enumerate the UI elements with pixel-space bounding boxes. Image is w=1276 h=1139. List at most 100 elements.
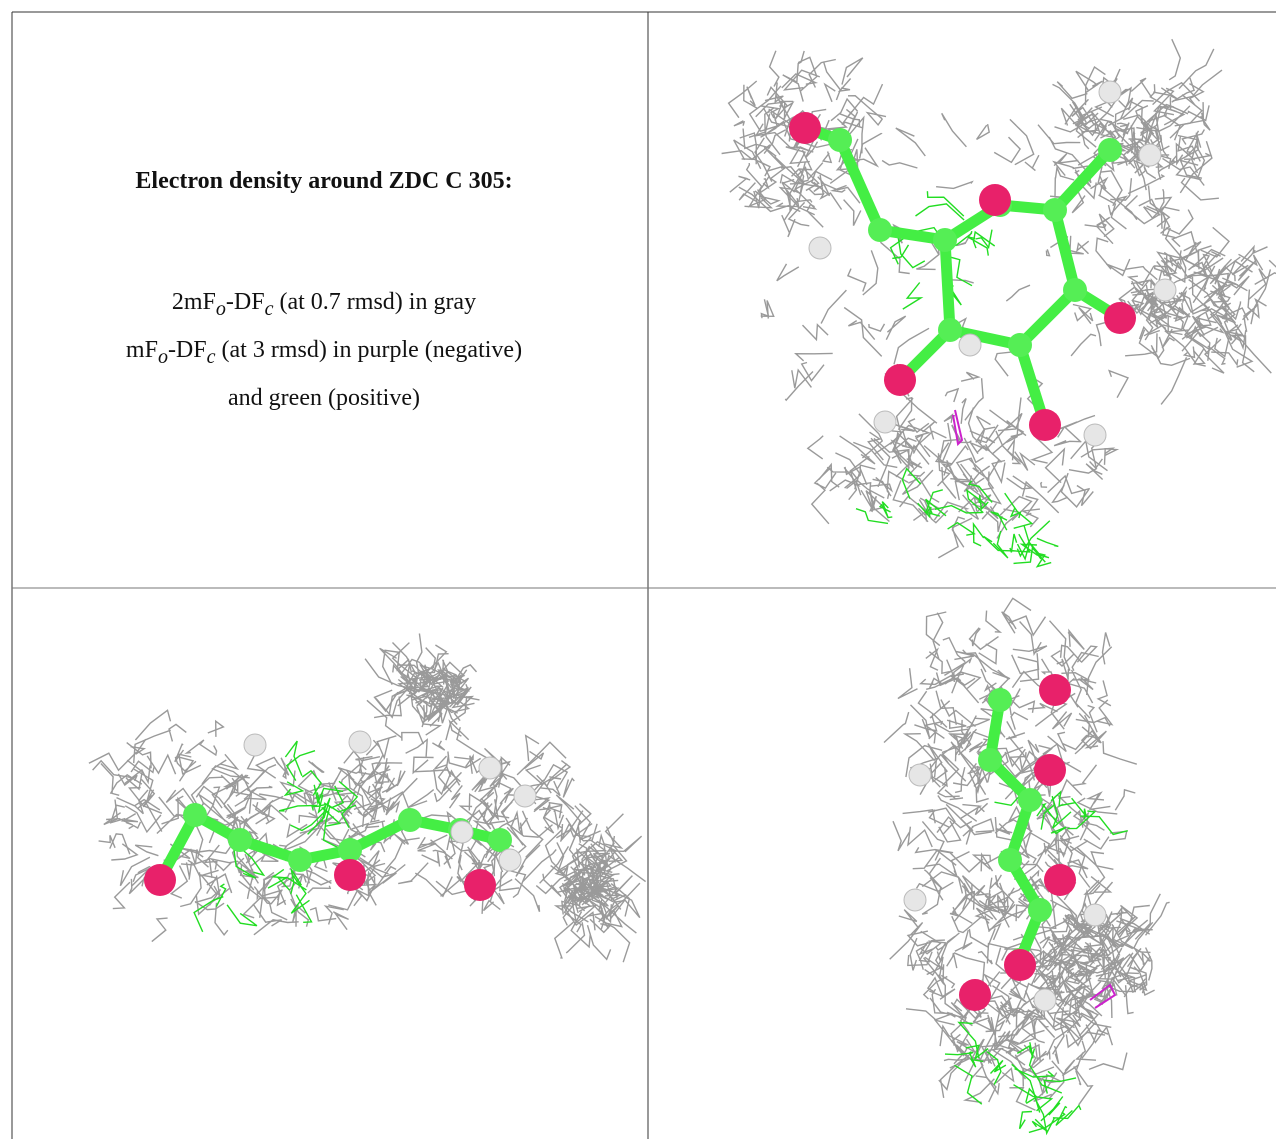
mesh xyxy=(943,638,965,662)
mesh xyxy=(994,137,1020,162)
mesh xyxy=(942,113,967,147)
carbon xyxy=(1043,198,1067,222)
hydrogen xyxy=(1154,279,1176,301)
mesh xyxy=(279,805,317,811)
mesh xyxy=(1103,741,1137,764)
mesh xyxy=(1119,98,1133,110)
mesh xyxy=(523,811,543,858)
mesh xyxy=(896,128,926,156)
mesh xyxy=(1248,269,1266,300)
hydrogen xyxy=(1099,81,1121,103)
subscript: c xyxy=(207,346,216,368)
mesh xyxy=(1077,241,1089,254)
mesh xyxy=(796,353,833,361)
mesh xyxy=(961,372,979,381)
mesh xyxy=(965,378,983,420)
mesh xyxy=(1006,285,1030,301)
mesh xyxy=(844,308,882,357)
mesh xyxy=(1255,260,1276,284)
hydrogen xyxy=(244,734,266,756)
oxygen xyxy=(1104,302,1136,334)
mesh xyxy=(1056,168,1075,180)
mesh xyxy=(187,740,204,753)
mesh xyxy=(882,161,917,169)
mesh xyxy=(803,325,829,340)
mesh xyxy=(555,922,574,958)
density-view-side xyxy=(89,634,646,963)
mesh xyxy=(1046,249,1049,255)
mesh xyxy=(176,756,193,781)
mesh xyxy=(825,84,835,102)
mesh xyxy=(1013,646,1047,653)
mesh xyxy=(844,200,861,226)
mesh xyxy=(484,901,501,911)
mesh xyxy=(131,739,146,754)
carbon xyxy=(1008,333,1032,357)
hydrogen xyxy=(349,731,371,753)
mesh xyxy=(137,802,161,832)
mesh xyxy=(761,301,774,319)
mesh xyxy=(824,61,841,100)
mesh xyxy=(1017,1042,1033,1058)
mesh xyxy=(823,152,831,163)
mesh xyxy=(406,740,428,757)
legend-text: and green (positive) xyxy=(228,385,420,411)
mesh xyxy=(1001,1002,1024,1011)
carbon xyxy=(398,808,422,832)
mesh xyxy=(101,764,119,796)
oxygen xyxy=(1004,949,1036,981)
oxygen xyxy=(979,184,1011,216)
mesh xyxy=(948,523,975,536)
mesh xyxy=(1153,88,1177,99)
mesh xyxy=(734,121,744,126)
mesh xyxy=(1068,631,1084,650)
mesh xyxy=(848,269,866,292)
mesh xyxy=(433,850,453,859)
mesh xyxy=(1059,780,1082,798)
hydrogen xyxy=(874,411,896,433)
mesh xyxy=(1189,277,1209,303)
mesh xyxy=(1054,154,1078,166)
mesh xyxy=(1079,307,1093,323)
hydrogen xyxy=(451,821,473,843)
mesh xyxy=(563,779,574,798)
mesh xyxy=(990,410,1027,436)
caption-title: Electron density around ZDC C 305: xyxy=(14,168,634,195)
mesh xyxy=(113,882,130,908)
mesh xyxy=(511,871,526,898)
mesh xyxy=(770,51,779,87)
mesh xyxy=(970,628,999,650)
mesh xyxy=(812,483,829,524)
carbon xyxy=(933,228,957,252)
mesh xyxy=(1201,227,1229,257)
mesh xyxy=(986,611,1000,633)
mesh xyxy=(1098,680,1111,705)
mesh xyxy=(954,953,984,981)
mesh xyxy=(285,793,316,812)
mesh xyxy=(903,283,921,310)
mesh xyxy=(123,814,138,822)
mesh xyxy=(1010,534,1017,552)
mesh xyxy=(135,710,170,740)
oxygen xyxy=(334,859,366,891)
carbon xyxy=(978,748,1002,772)
hydrogen xyxy=(514,785,536,807)
mesh xyxy=(1078,798,1118,814)
mesh xyxy=(450,785,463,808)
mesh xyxy=(886,316,905,340)
mesh xyxy=(1169,39,1180,80)
mesh xyxy=(408,790,434,808)
mesh xyxy=(1011,712,1028,729)
mesh xyxy=(840,436,875,464)
mesh xyxy=(777,264,799,281)
mesh xyxy=(385,838,420,871)
mesh xyxy=(129,822,141,829)
mesh xyxy=(1144,166,1156,178)
oxygen xyxy=(144,864,176,896)
mesh xyxy=(609,847,622,863)
mesh xyxy=(975,803,987,814)
mesh xyxy=(893,480,928,521)
mesh xyxy=(935,850,983,872)
mesh xyxy=(179,754,201,774)
mesh xyxy=(867,113,886,125)
